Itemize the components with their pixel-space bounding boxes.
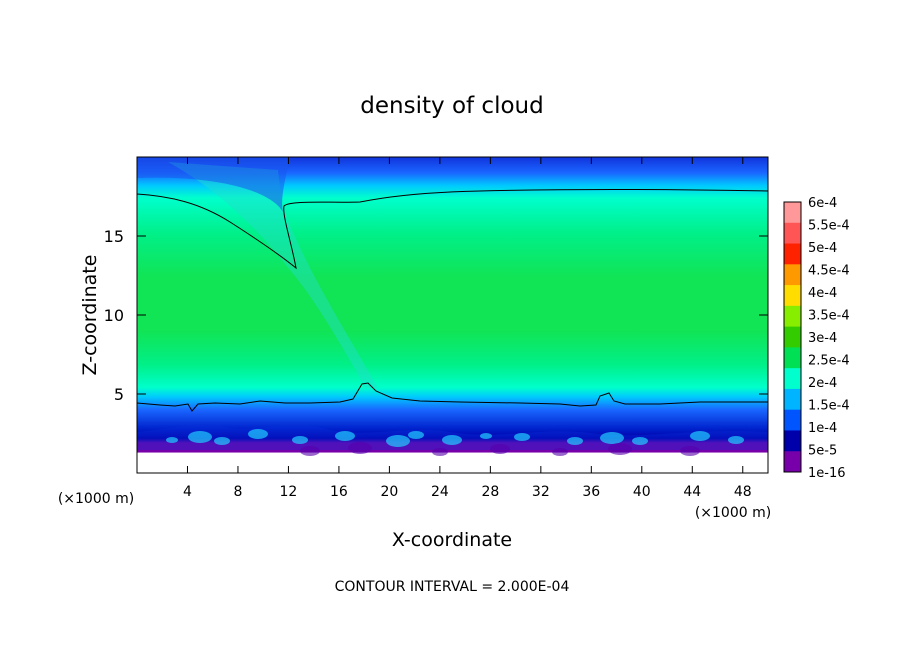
base-dark-spot xyxy=(552,448,568,456)
turbulence-spot xyxy=(292,436,308,444)
x-tick-label: 16 xyxy=(330,484,348,500)
turbulence-spot xyxy=(728,436,744,444)
turbulence-spot xyxy=(214,437,230,445)
colorbar-label: 3e-4 xyxy=(808,331,837,346)
x-tick-label: 28 xyxy=(481,484,499,500)
colorbar-label: 2.5e-4 xyxy=(808,354,850,369)
turbulence-spot xyxy=(632,437,648,445)
turbulence-spot xyxy=(408,431,424,439)
turbulence-spot xyxy=(386,435,410,447)
base-dark-spot xyxy=(300,446,320,456)
x-tick-label: 40 xyxy=(633,484,651,500)
x-unit-right: (×1000 m) xyxy=(695,505,771,521)
colorbar-swatch xyxy=(784,451,801,473)
y-tick-label: 5 xyxy=(114,385,124,404)
colorbar-label: 1.5e-4 xyxy=(808,399,850,414)
colorbar-swatch xyxy=(784,285,801,307)
turbulence-spot xyxy=(514,433,530,441)
x-axis-label: X-coordinate xyxy=(392,529,512,551)
x-tick-label: 8 xyxy=(233,484,242,500)
diagonal-plume xyxy=(168,162,378,388)
cyan-turbulence-spots xyxy=(166,429,744,456)
turbulence-spot xyxy=(690,431,710,441)
colorbar-swatch xyxy=(784,430,801,452)
plot-area xyxy=(137,157,768,473)
turbulence-spot xyxy=(335,431,355,441)
colorbar-swatch xyxy=(784,368,801,390)
base-dark-spot xyxy=(348,442,372,454)
turbulence-spot xyxy=(600,432,624,444)
x-tick-label: 12 xyxy=(280,484,298,500)
colorbar-swatch xyxy=(784,222,801,245)
colorbar-label: 6e-4 xyxy=(808,196,837,211)
turbulence-spot xyxy=(188,431,212,443)
contour-interval-note: CONTOUR INTERVAL = 2.000E-04 xyxy=(335,579,570,595)
y-axis: 5 10 15 xyxy=(104,227,768,404)
turbulence-spot xyxy=(248,429,268,439)
colorbar-label: 2e-4 xyxy=(808,376,837,391)
upper-left-dark-region xyxy=(137,157,290,212)
colorbar-label: 5.5e-4 xyxy=(808,219,850,234)
colorbar-swatch xyxy=(784,202,801,224)
colorbar-swatch xyxy=(784,409,801,431)
density-field xyxy=(137,157,768,473)
x-unit-left: (×1000 m) xyxy=(58,491,134,507)
turbulence-spot xyxy=(442,435,462,445)
turbulence-spot xyxy=(567,437,583,445)
colorbar-label: 5e-5 xyxy=(808,444,837,459)
colorbar-label: 3.5e-4 xyxy=(808,309,850,324)
colorbar-legend: 6e-4 5.5e-4 5e-4 4.5e-4 4e-4 3.5e-4 3e-4 2.5e-4… xyxy=(783,196,850,481)
colorbar-label: 1e-16 xyxy=(808,466,846,481)
base-dark-spot xyxy=(608,443,632,455)
colorbar-swatch xyxy=(784,326,801,348)
x-tick-label: 20 xyxy=(380,484,398,500)
contour-upper xyxy=(137,189,768,270)
x-axis: 4 8 12 16 20 24 28 32 36 40 44 48 xyxy=(183,157,752,500)
base-dark-spot xyxy=(490,444,510,454)
colorbar-swatch xyxy=(784,347,801,369)
y-axis-label: Z-coordinate xyxy=(79,255,101,376)
x-tick-label: 48 xyxy=(734,484,752,500)
colorbar-label: 1e-4 xyxy=(808,421,837,436)
colorbar-swatch xyxy=(784,264,801,286)
x-tick-label: 36 xyxy=(582,484,600,500)
turbulence-spot xyxy=(166,437,178,443)
colorbar-swatch xyxy=(784,305,801,328)
x-tick-label: 44 xyxy=(683,484,701,500)
base-dark-spot xyxy=(432,448,448,456)
colorbar-label: 4e-4 xyxy=(808,286,837,301)
colorbar-label: 5e-4 xyxy=(808,241,837,256)
x-tick-label: 24 xyxy=(431,484,449,500)
x-tick-label: 4 xyxy=(183,484,192,500)
colorbar-swatch xyxy=(784,243,801,265)
turbulence-spot xyxy=(480,433,492,439)
base-dark-spot xyxy=(680,446,700,456)
x-tick-label: 32 xyxy=(532,484,550,500)
colorbar-frame xyxy=(783,201,802,473)
colorbar-swatch xyxy=(784,388,801,411)
y-tick-label: 15 xyxy=(104,227,124,246)
contour-lower xyxy=(137,382,768,412)
chart-title: density of cloud xyxy=(360,93,543,119)
y-tick-label: 10 xyxy=(104,306,124,325)
colorbar-label: 4.5e-4 xyxy=(808,264,850,279)
